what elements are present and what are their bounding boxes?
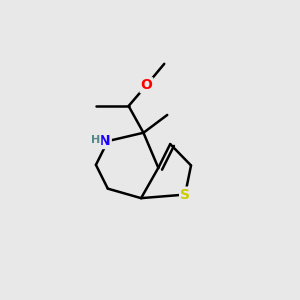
Text: S: S	[180, 188, 190, 202]
Text: O: O	[140, 78, 152, 92]
Text: N: N	[99, 134, 111, 148]
Text: H: H	[91, 135, 101, 145]
